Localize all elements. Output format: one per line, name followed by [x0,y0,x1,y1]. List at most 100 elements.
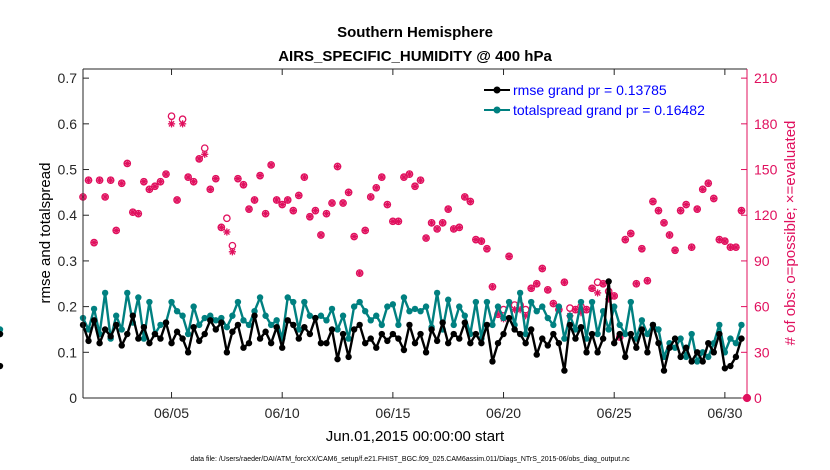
obs-evaluated-marker [632,280,640,288]
obs-evaluated-marker [422,234,430,242]
totalspread-point [461,312,468,319]
totalspread-point [118,326,125,333]
y2-tick-label: 60 [754,299,770,315]
x-axis-label: Jun.01,2015 00:00:00 start [326,428,505,445]
rmse-point [511,326,518,333]
y-ticks: 0 0.1 0.2 0.3 0.4 0.5 0.6 0.7 [58,70,89,406]
totalspread-point [345,335,352,342]
obs-evaluated-marker [179,120,187,128]
rmse-point [456,335,463,342]
rmse-point [483,321,491,329]
x-tick-label: 06/15 [375,405,410,421]
totalspread-point [218,314,225,322]
obs-evaluated-marker [527,284,535,292]
totalspread-point [207,312,214,319]
rmse-point [223,349,231,356]
rmse-point [622,353,629,361]
obs-evaluated-marker [699,185,707,193]
totalspread-point [339,312,347,319]
obs-evaluated-marker [505,252,513,260]
chart-title: Southern Hemisphere [337,24,493,41]
totalspread-point [494,303,502,310]
totalspread-point [433,289,441,297]
totalspread-point [262,312,269,319]
rmse-point [428,326,435,333]
rmse-point [417,330,424,338]
obs-evaluated-marker [245,205,253,213]
totalspread-point [273,317,280,324]
rmse-point [157,335,164,342]
obs-evaluated-marker [394,217,402,225]
obs-evaluated-marker [317,231,325,239]
rmse-point [666,344,673,351]
rmse-point [168,339,175,347]
obs-evaluated-marker [455,223,463,232]
obs-evaluated-marker [201,150,209,158]
totalspread-point [677,335,684,342]
obs-evaluated-marker [234,175,242,183]
obs-evaluated-marker [250,196,259,204]
rmse-point [234,321,242,329]
obs-evaluated-marker [151,182,159,190]
rmse-point [572,335,579,342]
rmse-point [328,326,336,333]
obs-evaluated-marker [665,231,674,239]
totalspread-point [334,326,341,333]
rmse-point [179,335,186,342]
obs-evaluated-marker [295,191,303,200]
totalspread-point [251,307,258,315]
obs-evaluated-marker [627,229,635,238]
rmse-point [356,321,363,329]
rmse-point [362,339,369,347]
obs-evaluated-marker [405,170,414,178]
totalspread-point [555,303,563,310]
obs-evaluated-marker [361,226,369,235]
rmse-point [406,321,413,329]
obs-evaluated-marker [416,176,425,184]
obs-evaluated-marker [693,205,701,213]
rmse-point [207,317,214,324]
rmse-point [395,335,402,342]
totalspread-point [284,294,291,301]
rmse-point [627,330,634,338]
totalspread-point [588,298,596,306]
totalspread-point [378,321,385,329]
totalspread-point [135,294,142,301]
totalspread-point [267,321,275,329]
rmse-point [400,346,408,354]
totalspread-point [622,330,629,338]
rmse-point [705,339,712,347]
obs-evaluated-marker [328,199,336,207]
totalspread-point [445,296,452,303]
obs-evaluated-marker [654,207,663,215]
rmse-point [566,321,574,329]
obs-evaluated-marker [461,193,469,201]
rmse-point [671,335,679,342]
totalspread-point [732,339,740,347]
rmse-point [461,319,468,326]
rmse-point [124,330,131,338]
legend-spread-marker [493,106,501,114]
totalspread-point [682,353,690,361]
obs-evaluated-marker [688,243,696,251]
totalspread-point [184,330,192,338]
rmse-point [738,335,745,342]
y-axis-label: rmse and totalspread [37,163,54,304]
totalspread-point [716,321,723,329]
obs-evaluated-marker [638,245,646,253]
rmse-point [445,339,452,347]
rmse-point [151,330,159,338]
obs-evaluated-marker [582,306,591,314]
totalspread-point [168,298,175,306]
obs-evaluated-marker [466,197,474,206]
rmse-point [489,358,496,365]
rmse-point [583,349,590,356]
obs-evaluated-marker [439,219,447,227]
obs-evaluated-marker [660,219,668,227]
totalspread-point [328,305,336,313]
totalspread-point [417,307,424,315]
rmse-point [494,339,502,347]
y2-tick-label: 0 [754,390,762,406]
obs-evaluated-marker [649,197,657,206]
totalspread-point [577,298,585,306]
